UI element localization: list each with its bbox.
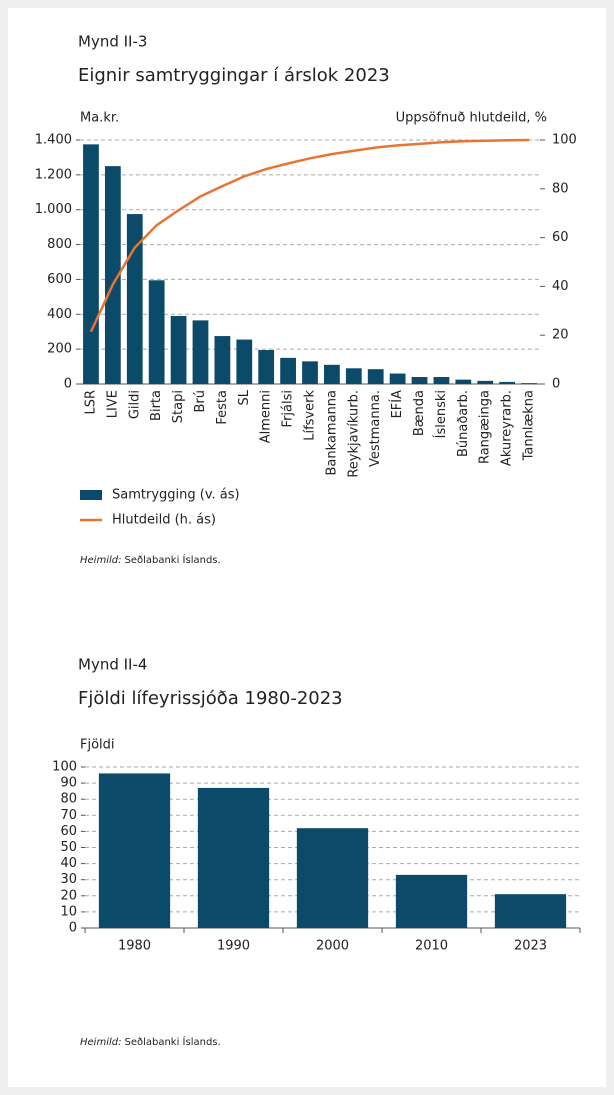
x-tick-label: Tannlækna xyxy=(522,390,537,461)
y-tick-label: 800 xyxy=(47,237,72,252)
chart-title: Fjöldi lífeyrissjóða 1980-2023 xyxy=(78,688,343,709)
bar xyxy=(433,377,450,384)
bar xyxy=(521,383,537,384)
x-tick-label: Gildi xyxy=(127,390,142,419)
line xyxy=(89,138,530,333)
y-tick-label: 50 xyxy=(60,840,77,855)
bar xyxy=(411,377,428,384)
legend-swatch xyxy=(80,490,102,500)
x-tick-label: 2010 xyxy=(415,939,448,954)
bar xyxy=(389,373,406,384)
y-tick-label: 40 xyxy=(60,856,77,871)
x-tick-label: Rangæinga xyxy=(478,390,493,464)
bar xyxy=(296,828,369,928)
y2-tick-label: 20 xyxy=(552,328,569,343)
bar xyxy=(302,361,318,384)
x-tick-label: 1990 xyxy=(217,939,250,954)
bar xyxy=(170,316,187,384)
x-tick-label: EFÍA xyxy=(389,390,405,419)
y-tick-label: 1.000 xyxy=(35,202,72,217)
figure-label: Mynd II-4 xyxy=(78,656,147,674)
y-tick-label: 20 xyxy=(60,888,77,903)
figure-label: Mynd II-3 xyxy=(78,33,147,51)
source-text: Seðlabanki Íslands. xyxy=(124,1035,220,1048)
bar xyxy=(126,214,143,384)
x-tick-label: LIVE xyxy=(105,390,120,418)
y-tick-label: 60 xyxy=(60,824,77,839)
y-tick-label: 10 xyxy=(60,904,77,919)
bar xyxy=(499,381,516,384)
x-tick-label: Bankamanna xyxy=(324,390,339,475)
x-tick-label: 2000 xyxy=(316,939,349,954)
x-tick-label: Almenni xyxy=(259,390,274,443)
x-tick-label: Vestmanna. xyxy=(368,390,383,467)
source-label: Heimild: xyxy=(80,1037,121,1048)
y-tick-label: 100 xyxy=(52,760,77,775)
y2-tick-label: 80 xyxy=(552,181,569,196)
source-text: Seðlabanki Íslands. xyxy=(124,553,220,566)
x-tick-label: Reykjavíkurb. xyxy=(346,390,361,478)
y2-tick-label: 0 xyxy=(552,377,560,392)
x-tick-label: LSR xyxy=(83,390,98,415)
y2-axis-label: Uppsöfnuð hlutdeild, % xyxy=(396,111,547,126)
bar xyxy=(83,144,99,384)
source-label: Heimild: xyxy=(80,555,121,566)
legend-label: Hlutdeild (h. ás) xyxy=(112,513,216,528)
y2-tick-label: 100 xyxy=(552,133,577,148)
x-tick-label: Búnaðarb. xyxy=(456,390,471,457)
bar xyxy=(280,357,296,384)
legend-label: Samtrygging (v. ás) xyxy=(112,488,240,503)
bar xyxy=(258,350,275,384)
y2-tick-label: 60 xyxy=(552,230,569,245)
bar xyxy=(324,364,340,384)
bar xyxy=(98,773,171,928)
bar xyxy=(477,380,494,384)
y2-tick-label: 40 xyxy=(552,279,569,294)
bar xyxy=(148,280,165,384)
y-tick-label: 1.200 xyxy=(35,167,72,182)
source: Heimild: Seðlabanki Íslands. xyxy=(80,1035,221,1048)
x-tick-label: Bænda xyxy=(412,390,427,436)
bar xyxy=(345,368,362,384)
bar xyxy=(214,336,231,384)
x-tick-label: Íslenski xyxy=(433,390,449,438)
bar xyxy=(395,874,468,928)
x-tick-label: Birta xyxy=(149,390,164,421)
x-tick-label: Lífsverk xyxy=(303,390,318,441)
y-tick-label: 600 xyxy=(47,272,72,287)
y-tick-label: 0 xyxy=(69,921,77,936)
y-tick-label: 1.400 xyxy=(35,133,72,148)
x-tick-label: Stapi xyxy=(171,390,186,423)
y-tick-label: 90 xyxy=(60,776,77,791)
y-tick-label: 400 xyxy=(47,307,72,322)
x-tick-label: Akureyrarb. xyxy=(500,390,515,466)
bar xyxy=(236,339,253,384)
y-tick-label: 200 xyxy=(47,342,72,357)
y-axis-label: Ma.kr. xyxy=(80,111,119,126)
x-tick-label: Festa xyxy=(215,390,230,425)
bar xyxy=(104,166,121,384)
y-tick-label: 0 xyxy=(64,377,72,392)
bar xyxy=(455,379,472,384)
x-tick-label: 1980 xyxy=(118,939,151,954)
y-axis-label: Fjöldi xyxy=(80,738,115,753)
y-tick-label: 80 xyxy=(60,792,77,807)
bar xyxy=(192,320,209,384)
x-tick-label: Frjálsi xyxy=(281,390,296,427)
bar xyxy=(197,787,270,928)
y-tick-label: 30 xyxy=(60,872,77,887)
x-tick-label: 2023 xyxy=(514,939,547,954)
x-tick-label: Brú xyxy=(193,390,208,413)
bar xyxy=(367,369,384,384)
x-tick-label: SL xyxy=(237,389,252,405)
source: Heimild: Seðlabanki Íslands. xyxy=(80,553,221,566)
bar xyxy=(494,894,567,928)
y-tick-label: 70 xyxy=(60,808,77,823)
chart-title: Eignir samtryggingar í árslok 2023 xyxy=(78,65,390,86)
